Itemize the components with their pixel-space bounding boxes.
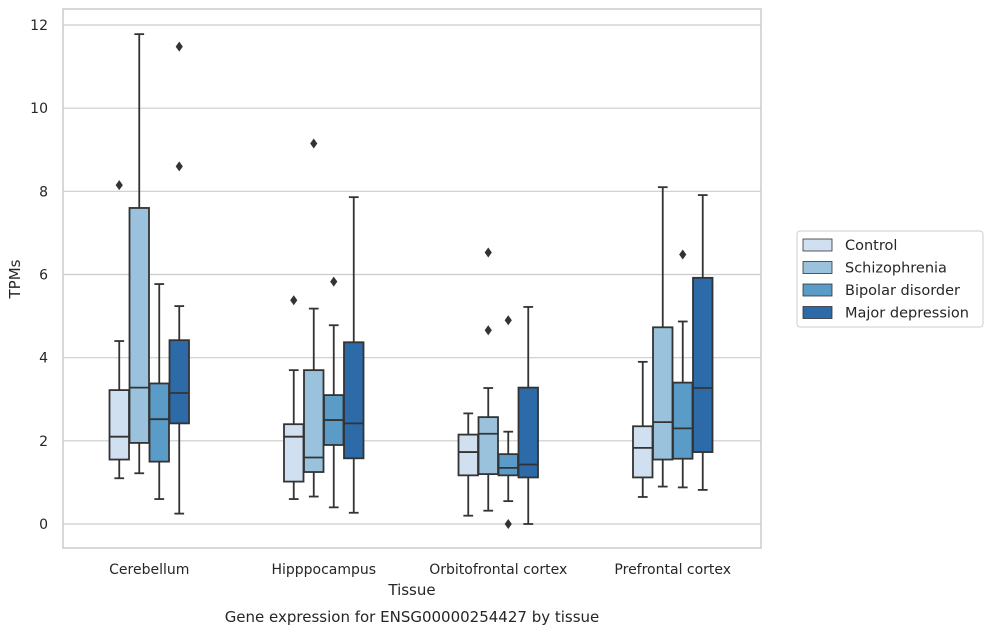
box-bipolar-disorder [497,315,519,529]
y-tick-label: 10 [30,101,48,117]
box-groups [108,33,714,529]
x-tick-label: Cerebellum [109,562,189,578]
box-body [672,381,694,460]
outlier-point [330,276,338,287]
box-body [632,425,654,479]
x-tick-label: Orbitofrontal cortex [429,562,567,578]
legend: Control Schizophrenia Bipolar disorder Majo… [796,230,984,328]
outlier-point [504,519,512,529]
box-body [148,382,170,463]
box-body [457,433,479,477]
y-tick-labels: 0 2 4 6 8 10 12 [30,18,48,533]
box-control [632,360,654,498]
y-tick-label: 12 [30,18,48,34]
outlier-point [679,249,687,260]
box-major-depression [343,196,365,514]
outlier-point [115,180,123,191]
box-body [652,326,674,461]
legend-label: Bipolar disorder [845,283,960,299]
legend-swatch [802,238,833,252]
y-tick-label: 6 [39,268,48,284]
legend-entries: Control Schizophrenia Bipolar disorder Majo… [802,238,969,322]
x-tick-label: Hipppocampus [271,562,376,578]
legend-frame [796,230,984,328]
box-body [283,423,305,483]
legend-label: Schizophrenia [845,261,947,277]
y-tick-label: 2 [39,434,48,450]
box-body [692,276,714,453]
box-body [517,386,539,479]
box-body [168,339,190,425]
box-control [457,412,479,517]
x-tick-label: Prefrontal cortex [614,562,731,578]
legend-swatch [802,261,833,274]
outlier-point [175,161,183,172]
box-body [477,416,499,475]
outlier-point [484,247,492,258]
y-tick-label: 8 [39,184,48,200]
box-major-depression [692,194,714,491]
box-major-depression [517,306,539,525]
outlier-point [290,295,298,306]
outlier-point [504,315,512,326]
plot-area [62,8,762,549]
box-schizophrenia [477,247,499,512]
box-control [283,295,305,500]
outlier-point [175,41,183,52]
box-body [343,341,365,460]
x-tick-labels: Cerebellum Hipppocampus Orbitofrontal cort… [109,562,731,578]
legend-swatch [802,306,833,319]
category-group [283,138,365,514]
box-schizophrenia [128,33,150,475]
box-major-depression [168,41,190,515]
category-group [632,186,714,498]
legend-label: Major depression [845,306,969,322]
y-axis-label: TPMs [6,259,24,299]
box-body [128,207,150,444]
y-tick-label: 0 [39,517,48,533]
outlier-point [310,138,318,149]
outlier-point [484,325,492,336]
category-group [108,33,190,515]
legend-swatch [802,283,833,297]
x-axis-label: Tissue [387,581,435,599]
box-body [108,389,130,461]
category-group [457,247,539,529]
y-tick-label: 4 [39,351,48,367]
chart-title: Gene expression for ENSG00000254427 by t… [225,608,600,626]
box-body [497,453,519,477]
legend-label: Control [845,238,897,254]
box-schizophrenia [303,138,325,498]
